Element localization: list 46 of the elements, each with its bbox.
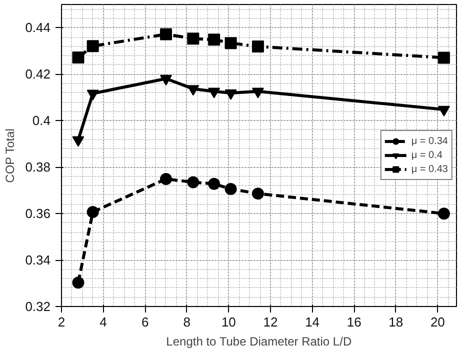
y-tick-label: 0.38 bbox=[25, 160, 51, 175]
point bbox=[224, 89, 237, 100]
point bbox=[224, 182, 237, 195]
point bbox=[86, 40, 99, 52]
x-tick-label: 14 bbox=[305, 314, 320, 330]
point bbox=[160, 28, 172, 40]
point bbox=[208, 88, 220, 98]
x-tick-label: 12 bbox=[263, 314, 278, 330]
point bbox=[224, 37, 237, 50]
point bbox=[252, 40, 264, 53]
x-tick-label: 10 bbox=[221, 314, 236, 330]
x-tick-label: 20 bbox=[430, 314, 445, 330]
point bbox=[160, 172, 172, 185]
point bbox=[187, 32, 200, 45]
point bbox=[86, 90, 99, 100]
point bbox=[72, 276, 84, 289]
y-tick-label: 0.34 bbox=[25, 252, 51, 268]
point bbox=[252, 188, 264, 200]
x-tick-label: 6 bbox=[141, 314, 149, 330]
point bbox=[187, 176, 200, 188]
x-tick-label: 2 bbox=[58, 314, 66, 330]
point bbox=[160, 74, 172, 86]
point bbox=[438, 208, 450, 220]
point bbox=[438, 106, 450, 116]
y-tick-label: 0.32 bbox=[25, 299, 51, 314]
point bbox=[72, 51, 84, 64]
point bbox=[187, 85, 200, 96]
x-tick-label: 18 bbox=[388, 314, 404, 330]
x-axis-title: Length to Tube Diameter Ratio L/D bbox=[166, 334, 352, 348]
legend-label: μ = 0.43 bbox=[411, 162, 448, 176]
legend-label: μ = 0.34 bbox=[411, 134, 448, 148]
y-tick-label: 0.4 bbox=[32, 113, 51, 128]
point bbox=[208, 34, 220, 46]
x-tick-label: 16 bbox=[346, 314, 362, 330]
y-tick-label: 0.42 bbox=[25, 66, 51, 82]
point bbox=[208, 178, 220, 190]
y-axis-title: COP Total bbox=[3, 128, 18, 183]
point bbox=[438, 52, 450, 64]
x-tick-label: 8 bbox=[183, 314, 191, 330]
y-tick-label: 0.44 bbox=[25, 20, 51, 36]
point bbox=[72, 136, 84, 147]
x-tick-label: 4 bbox=[100, 314, 107, 330]
point bbox=[252, 88, 264, 98]
y-tick-label: 0.36 bbox=[25, 206, 51, 222]
point bbox=[86, 206, 99, 218]
legend-label: μ = 0.4 bbox=[411, 148, 442, 162]
